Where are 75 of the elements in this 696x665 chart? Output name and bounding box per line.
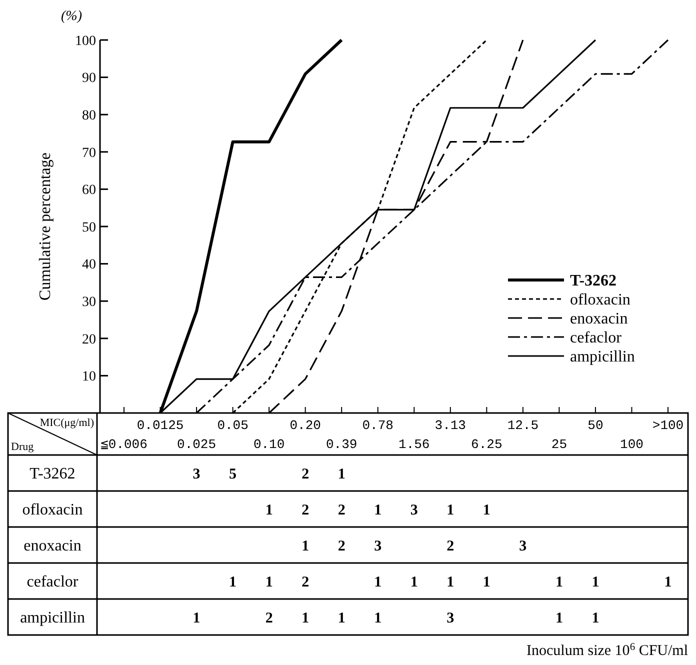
data-label: 1 <box>374 502 382 518</box>
x-tick-label: 50 <box>588 418 604 433</box>
text: Drug <box>11 441 34 453</box>
data-label: 1 <box>192 610 200 626</box>
text: MIC(μg/ml) <box>40 417 94 429</box>
data-label: 2 <box>338 502 346 518</box>
text: Inoculum size 10$^{6}$ CFU/ml <box>526 642 688 659</box>
data-label: 1 <box>338 466 346 482</box>
data-label: 1 <box>446 574 454 590</box>
x-tick-label: 0.39 <box>326 437 358 452</box>
data-label: 1 <box>555 610 563 626</box>
data-label: 1 <box>374 574 382 590</box>
data-label: 1 <box>265 574 273 590</box>
y-tick-label: 100 <box>75 34 96 49</box>
data-label: 2 <box>302 466 310 482</box>
x-tick-label: 100 <box>620 437 644 452</box>
data-label: 1 <box>265 502 273 518</box>
y-tick-label: enoxacin <box>24 538 82 555</box>
x-tick-label: 0.05 <box>217 418 248 433</box>
data-label: 1 <box>302 610 310 626</box>
x-tick-label: 12.5 <box>507 418 539 433</box>
legend-label: ampicillin <box>570 348 635 366</box>
data-label: 1 <box>374 610 382 626</box>
data-label: 1 <box>302 538 310 554</box>
legend-label: enoxacin <box>570 310 628 328</box>
data-label: 1 <box>555 574 563 590</box>
data-label: 1 <box>592 574 600 590</box>
data-label: 1 <box>410 574 418 590</box>
y-tick-label: T-3262 <box>30 466 76 483</box>
data-label: 3 <box>519 538 527 554</box>
data-label: 2 <box>446 538 454 554</box>
data-label: 1 <box>229 574 237 590</box>
data-label: 1 <box>338 610 346 626</box>
data-label: 3 <box>374 538 382 554</box>
y-tick-label: 70 <box>82 146 96 161</box>
x-tick-label: ≦0.006 <box>100 437 148 452</box>
x-tick-label: 0.10 <box>253 437 285 452</box>
x-tick-label: 0.78 <box>362 418 394 433</box>
x-tick-label: 6.25 <box>471 437 502 452</box>
data-label: 1 <box>482 502 490 518</box>
y-tick-label: 10 <box>82 370 96 385</box>
data-label: 1 <box>592 610 600 626</box>
x-tick-label: 3.13 <box>434 418 466 433</box>
y-tick-label: ofloxacin <box>22 502 83 519</box>
legend-label: T-3262 <box>570 272 617 290</box>
data-label: 2 <box>302 502 310 518</box>
y-tick-label: 90 <box>82 71 96 86</box>
data-label: 1 <box>482 574 490 590</box>
data-label: 2 <box>338 538 346 554</box>
y-tick-label: 40 <box>82 258 96 273</box>
data-label: 2 <box>302 574 310 590</box>
y-tick-label: 60 <box>82 183 96 198</box>
legend-label: cefaclor <box>570 330 622 347</box>
legend-label: ofloxacin <box>570 292 630 309</box>
data-label: 3 <box>410 502 418 518</box>
x-tick-label: 25 <box>551 437 568 452</box>
x-tick-label: 0.0125 <box>136 418 184 433</box>
x-tick-label: 0.025 <box>177 437 216 452</box>
y-tick-label: 20 <box>82 332 96 348</box>
text: (%) <box>61 9 82 24</box>
data-label: 1 <box>446 502 454 518</box>
x-tick-label: >100 <box>652 418 684 433</box>
y-tick-label: cefaclor <box>26 574 79 591</box>
data-label: 1 <box>664 574 672 590</box>
y-tick-label: ampicillin <box>20 610 85 627</box>
y-tick-label: 80 <box>82 108 96 124</box>
x-tick-label: 0.20 <box>290 418 321 433</box>
y-tick-label: 50 <box>82 220 96 236</box>
data-label: 5 <box>229 466 237 482</box>
data-label: 3 <box>192 466 200 482</box>
data-label: 2 <box>265 610 273 626</box>
x-tick-label: 1.56 <box>398 437 430 452</box>
y-tick-label: 30 <box>82 295 96 310</box>
y-axis-title: Cumulative percentage <box>37 152 54 300</box>
data-label: 3 <box>446 610 454 626</box>
